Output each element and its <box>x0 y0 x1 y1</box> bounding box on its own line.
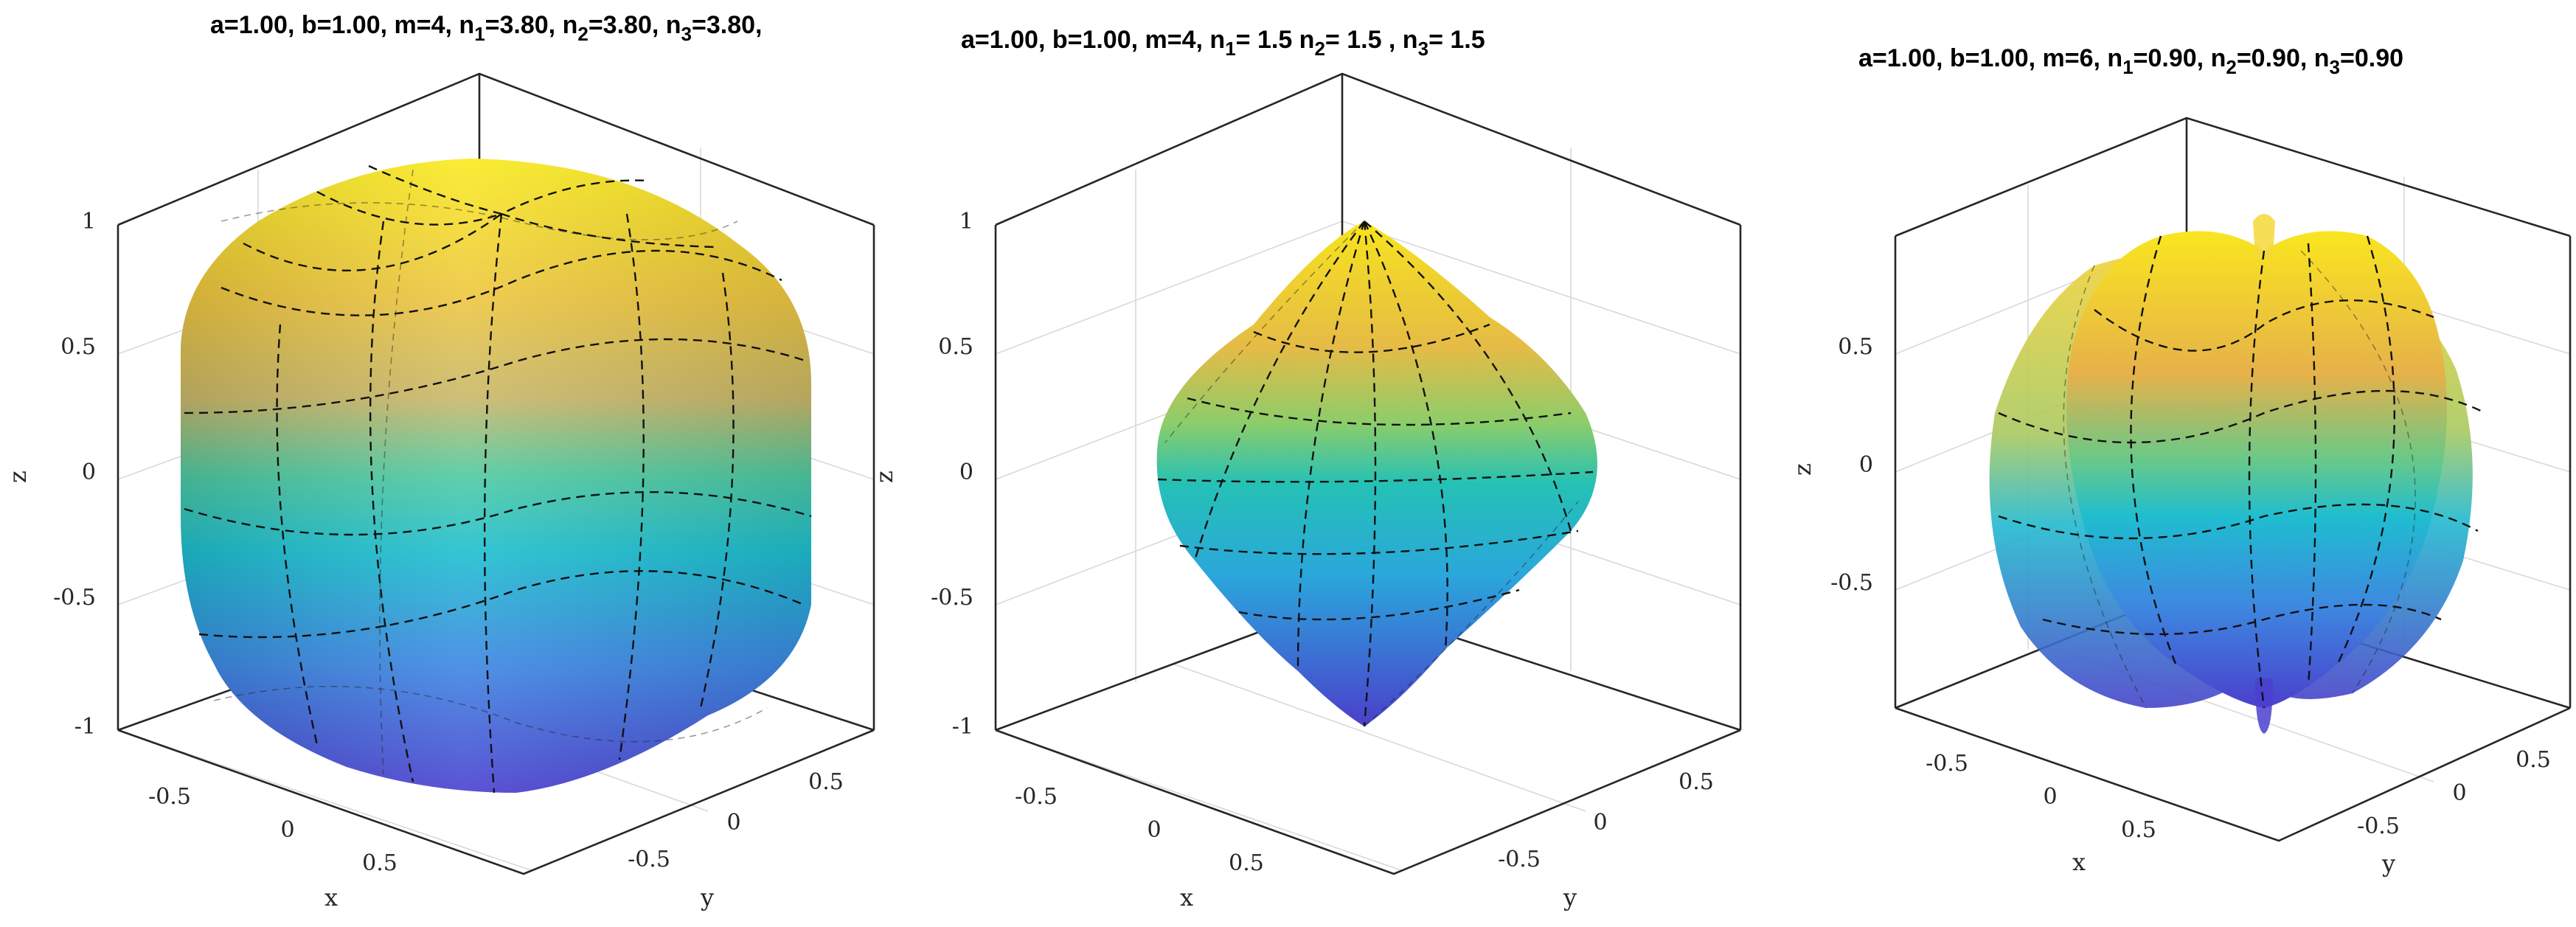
chart-3-surface <box>2066 231 2447 708</box>
chart-1-wireframe <box>184 164 812 794</box>
chart-1-ylabel: y <box>700 883 714 912</box>
chart-2-svg: a=1.00, b=1.00, m=4, n1= 1.5 n2= 1.5 , n… <box>870 26 1742 912</box>
z-tick: 0.5 <box>1838 334 1873 360</box>
x-tick: -0.5 <box>1926 751 1968 777</box>
y-tick: 0 <box>726 810 740 836</box>
y-tick: 0 <box>2452 780 2466 806</box>
chart-1-xlabel: x <box>324 883 338 912</box>
chart-1-y-ticks: 0.5 0 -0.5 <box>628 769 844 872</box>
chart-1-z-ticks: 1 0.5 0 -0.5 -1 <box>53 209 96 740</box>
chart-3-svg: a=1.00, b=1.00, m=6, n1=0.90, n2=0.90, n… <box>1788 44 2572 878</box>
y-tick: -0.5 <box>628 847 670 872</box>
chart-1-x-ticks: -0.5 0 0.5 <box>148 784 397 876</box>
chart-2-xlabel: x <box>1180 883 1193 912</box>
z-tick: 0 <box>1859 452 1873 478</box>
z-tick: 0 <box>82 459 96 485</box>
chart-panel-2: a=1.00, b=1.00, m=4, n1= 1.5 n2= 1.5 , n… <box>870 0 1748 927</box>
chart-2-z-ticks: 1 0.5 0 -0.5 -1 <box>931 209 973 740</box>
chart-2-y-ticks: 0.5 0 -0.5 <box>1498 769 1714 872</box>
z-tick: -0.5 <box>931 585 973 611</box>
y-tick: -0.5 <box>2357 813 2400 839</box>
chart-2-wireframe <box>1157 221 1594 727</box>
chart-3-xlabel: x <box>2072 848 2086 876</box>
z-tick: -0.5 <box>1830 570 1873 596</box>
y-tick: 0.5 <box>808 769 844 795</box>
z-tick: 0.5 <box>938 334 973 360</box>
x-tick: 0.5 <box>362 850 397 876</box>
x-tick: 0 <box>1147 817 1161 843</box>
x-tick: 0 <box>2043 784 2057 810</box>
z-tick: 0 <box>959 459 973 485</box>
chart-1-title: a=1.00, b=1.00, m=4, n1=3.80, n2=3.80, n… <box>210 11 762 45</box>
chart-3-wireframe <box>1998 235 2486 709</box>
x-tick: 0 <box>280 817 294 843</box>
chart-1-zlabel: z <box>4 471 32 483</box>
y-tick: 0.5 <box>1678 769 1714 795</box>
x-tick: 0.5 <box>1229 850 1264 876</box>
z-tick: -0.5 <box>53 585 96 611</box>
z-tick: 1 <box>82 209 96 235</box>
chart-3-ylabel: y <box>2381 850 2395 878</box>
chart-3-title: a=1.00, b=1.00, m=6, n1=0.90, n2=0.90, n… <box>1858 44 2403 78</box>
z-tick: 0.5 <box>60 334 96 360</box>
chart-panel-1: a=1.00, b=1.00, m=4, n1=3.80, n2=3.80, n… <box>0 0 885 927</box>
x-tick: 0.5 <box>2121 817 2156 843</box>
x-tick: -0.5 <box>1015 784 1058 810</box>
y-tick: 0 <box>1593 810 1607 836</box>
chart-3-zlabel: z <box>1788 463 1816 476</box>
chart-2-x-ticks: -0.5 0 0.5 <box>1015 784 1264 876</box>
chart-1-svg: a=1.00, b=1.00, m=4, n1=3.80, n2=3.80, n… <box>4 11 875 912</box>
y-tick: 0.5 <box>2516 747 2551 773</box>
y-tick: -0.5 <box>1498 847 1541 872</box>
chart-2-surface <box>1156 221 1597 726</box>
z-tick: 1 <box>959 209 973 235</box>
z-tick: -1 <box>952 714 973 740</box>
chart-panel-3: a=1.00, b=1.00, m=6, n1=0.90, n2=0.90, n… <box>1748 0 2576 927</box>
x-tick: -0.5 <box>148 784 191 810</box>
chart-3-y-ticks: 0.5 0 -0.5 <box>2357 747 2551 839</box>
chart-3-x-ticks: -0.5 0 0.5 <box>1926 751 2156 843</box>
chart-2-zlabel: z <box>870 471 898 483</box>
chart-3-z-ticks: 0.5 0 -0.5 <box>1830 334 1873 596</box>
chart-2-title: a=1.00, b=1.00, m=4, n1= 1.5 n2= 1.5 , n… <box>961 26 1485 60</box>
z-tick: -1 <box>74 714 96 740</box>
chart-2-ylabel: y <box>1563 883 1577 912</box>
